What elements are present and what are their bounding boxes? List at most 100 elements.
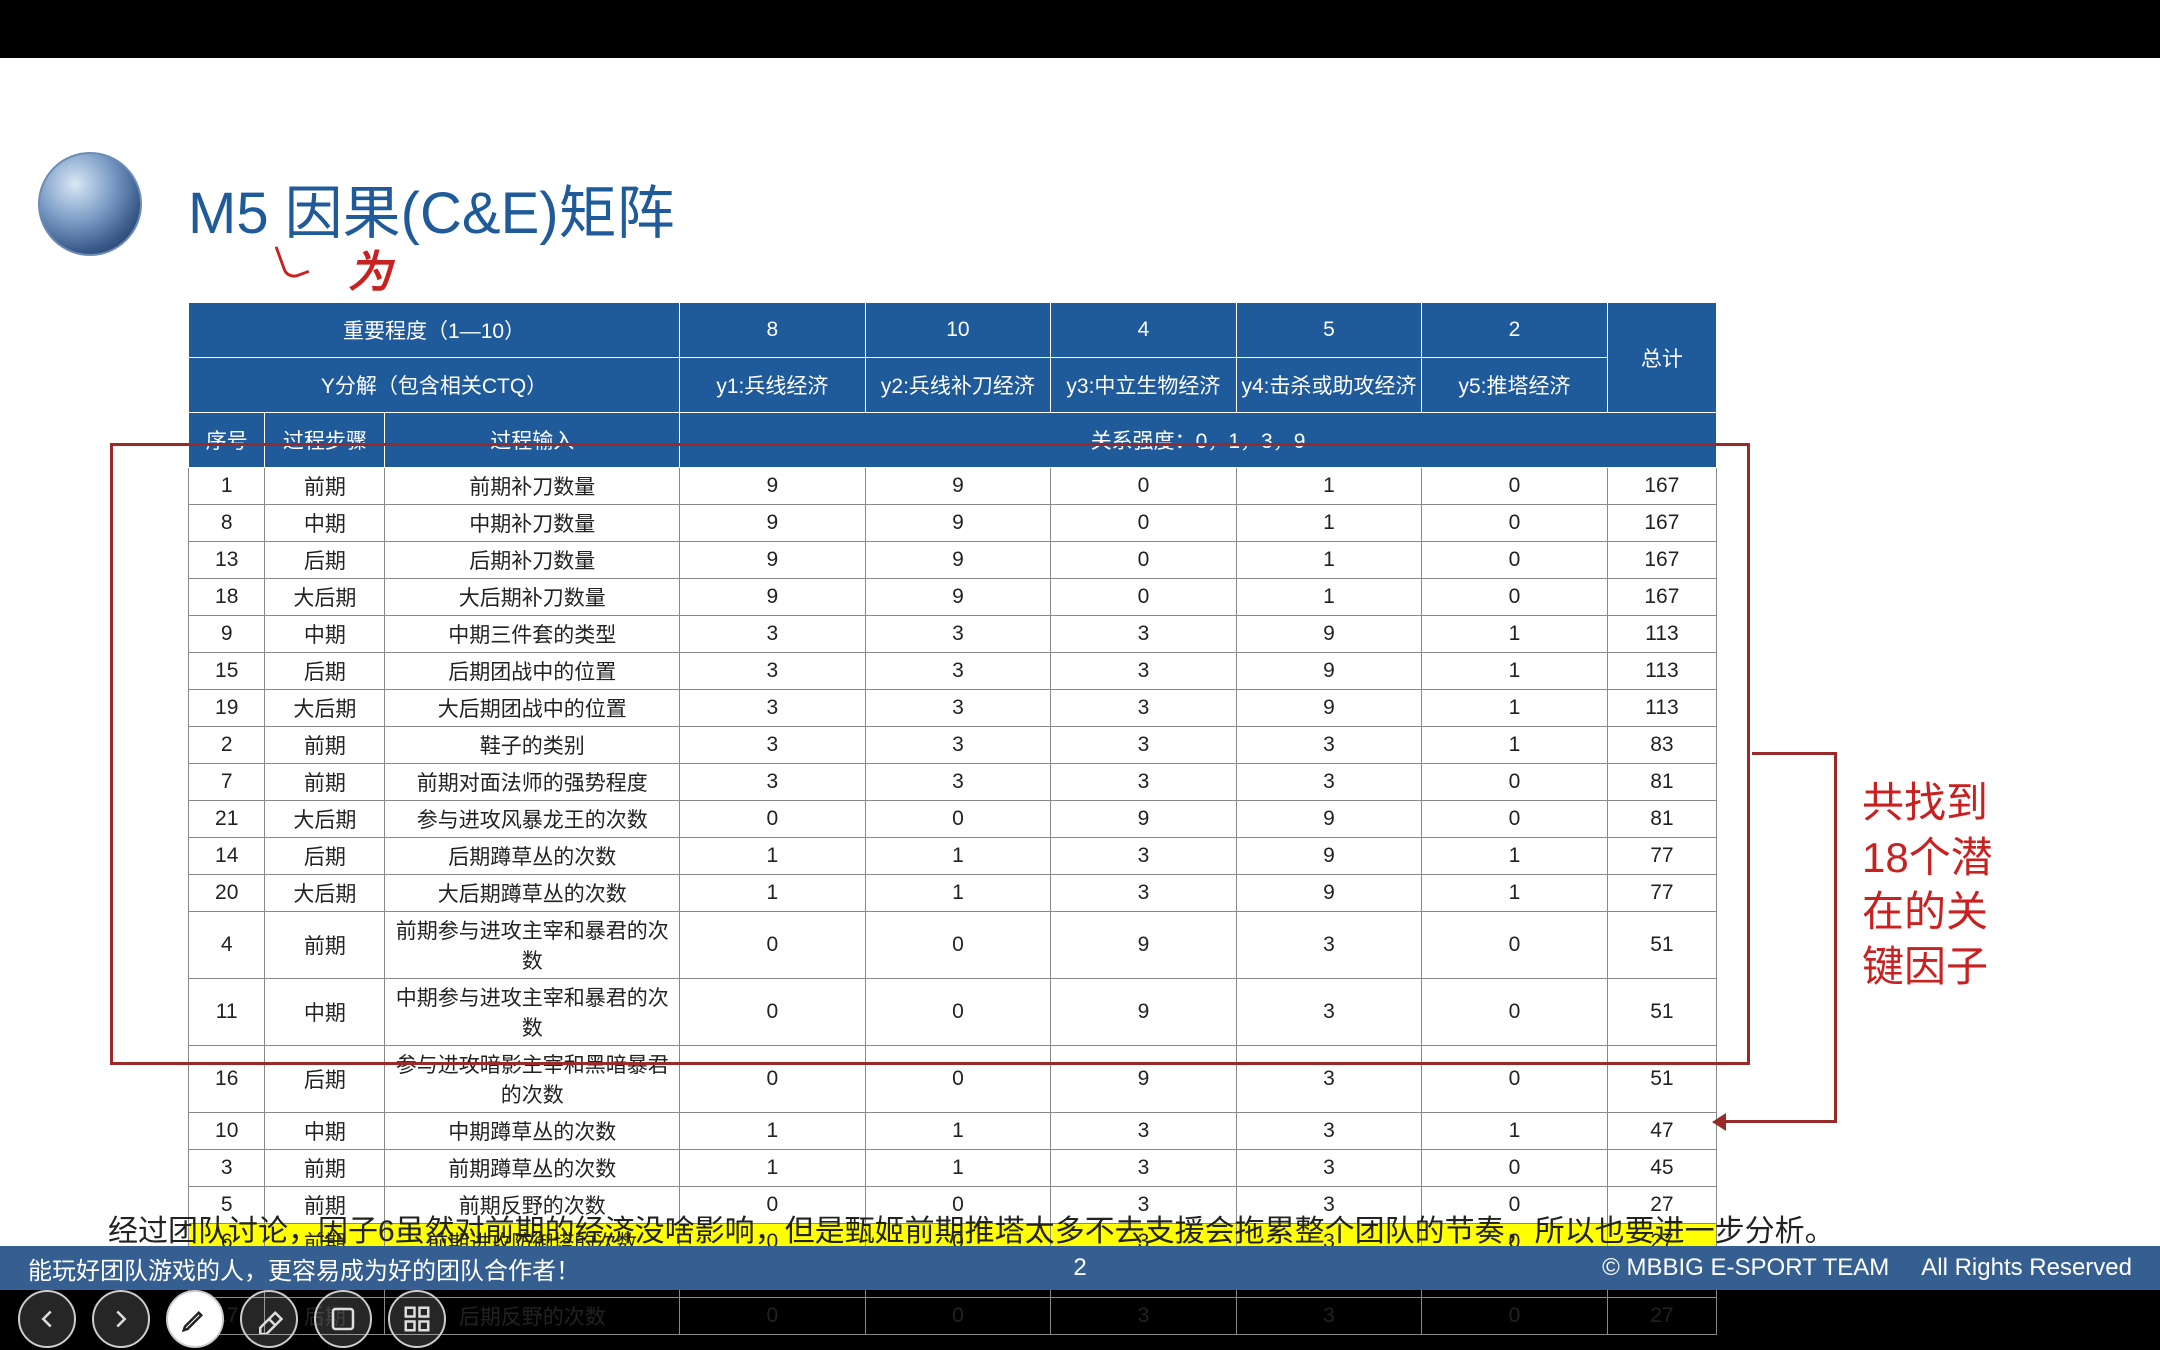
table-cell: 77 (1607, 838, 1716, 875)
slide-footer: 能玩好团队游戏的人，更容易成为好的团队合作者！ 2 © MBBIG E-SPOR… (0, 1246, 2160, 1290)
table-cell: 21 (189, 801, 265, 838)
table-cell: 3 (680, 690, 866, 727)
prev-button[interactable] (18, 1290, 76, 1348)
table-cell: 1 (1422, 653, 1608, 690)
header-y5: y5:推塔经济 (1422, 358, 1608, 413)
table-row: 7前期前期对面法师的强势程度3333081 (189, 764, 1717, 801)
color-button[interactable] (314, 1290, 372, 1348)
table-cell: 中期 (265, 616, 385, 653)
table-cell: 前期对面法师的强势程度 (385, 764, 680, 801)
header-w2: 10 (865, 303, 1051, 358)
table-cell: 中期补刀数量 (385, 505, 680, 542)
table-cell: 后期 (265, 653, 385, 690)
page-title: M5 因果(C&E)矩阵 (188, 166, 675, 250)
eraser-button[interactable] (240, 1290, 298, 1348)
header-y3: y3:中立生物经济 (1051, 358, 1237, 413)
table-cell: 0 (1051, 542, 1237, 579)
table-cell: 3 (680, 616, 866, 653)
table-cell: 中期三件套的类型 (385, 616, 680, 653)
table-cell: 3 (1236, 1150, 1422, 1187)
table-cell: 1 (1422, 727, 1608, 764)
table-cell: 9 (680, 579, 866, 616)
grid-button[interactable] (388, 1290, 446, 1348)
table-cell: 3 (1051, 1150, 1237, 1187)
table-cell: 3 (1051, 690, 1237, 727)
table-cell: 9 (189, 616, 265, 653)
table-cell: 15 (189, 653, 265, 690)
table-cell: 1 (1422, 838, 1608, 875)
table-cell: 0 (680, 1046, 866, 1113)
table-cell: 9 (1051, 801, 1237, 838)
table-cell: 中期参与进攻主宰和暴君的次数 (385, 979, 680, 1046)
table-cell: 0 (1422, 1150, 1608, 1187)
table-cell: 81 (1607, 764, 1716, 801)
table-cell: 18 (189, 579, 265, 616)
table-cell: 7 (189, 764, 265, 801)
header-y-decomp: Y分解（包含相关CTQ） (189, 358, 680, 413)
table-cell: 0 (680, 912, 866, 979)
table-cell: 27 (1607, 1298, 1716, 1335)
table-cell: 大后期补刀数量 (385, 579, 680, 616)
table-cell: 0 (865, 979, 1051, 1046)
header-y4: y4:击杀或助攻经济 (1236, 358, 1422, 413)
table-cell: 81 (1607, 801, 1716, 838)
table-cell: 前期 (265, 764, 385, 801)
avatar (38, 152, 142, 256)
table-cell: 前期参与进攻主宰和暴君的次数 (385, 912, 680, 979)
callout-line-down (1834, 752, 1837, 1123)
table-row: 19大后期大后期团战中的位置33391113 (189, 690, 1717, 727)
footer-right: © MBBIG E-SPORT TEAM All Rights Reserved (1602, 1254, 2132, 1282)
matrix-table: 重要程度（1—10） 8 10 4 5 2 总计 Y分解（包含相关CTQ） y1… (188, 302, 1717, 1335)
table-cell: 1 (1422, 690, 1608, 727)
table-cell: 后期 (265, 838, 385, 875)
table-cell: 14 (189, 838, 265, 875)
table-cell: 0 (1422, 468, 1608, 505)
table-row: 4前期前期参与进攻主宰和暴君的次数0093051 (189, 912, 1717, 979)
pen-button[interactable] (166, 1290, 224, 1348)
next-button[interactable] (92, 1290, 150, 1348)
table-cell: 51 (1607, 912, 1716, 979)
table-cell: 19 (189, 690, 265, 727)
table-cell: 1 (680, 875, 866, 912)
table-cell: 113 (1607, 616, 1716, 653)
table-cell: 1 (1422, 875, 1608, 912)
table-row: 10中期中期蹲草丛的次数1133147 (189, 1113, 1717, 1150)
table-cell: 大后期 (265, 579, 385, 616)
table-cell: 9 (1051, 979, 1237, 1046)
table-cell: 大后期团战中的位置 (385, 690, 680, 727)
table-cell: 0 (1422, 1298, 1608, 1335)
table-cell: 后期蹲草丛的次数 (385, 838, 680, 875)
table-cell: 前期 (265, 727, 385, 764)
table-cell: 后期团战中的位置 (385, 653, 680, 690)
table-cell: 20 (189, 875, 265, 912)
table-row: 15后期后期团战中的位置33391113 (189, 653, 1717, 690)
header-w4: 5 (1236, 303, 1422, 358)
table-cell: 前期补刀数量 (385, 468, 680, 505)
table-cell: 1 (865, 1113, 1051, 1150)
table-cell: 中期 (265, 505, 385, 542)
table-cell: 大后期 (265, 801, 385, 838)
table-cell: 9 (865, 468, 1051, 505)
table-cell: 0 (1051, 505, 1237, 542)
handwriting-annotation: 为 (348, 236, 392, 300)
table-cell: 3 (680, 727, 866, 764)
table-cell: 3 (1236, 1113, 1422, 1150)
table-cell: 9 (1236, 801, 1422, 838)
slide: M5 因果(C&E)矩阵 为 重要程度（1—10） 8 10 4 5 2 总计 … (0, 58, 2160, 1290)
table-cell: 1 (1236, 579, 1422, 616)
table-cell: 9 (1051, 912, 1237, 979)
table-cell: 167 (1607, 505, 1716, 542)
table-cell: 0 (1422, 764, 1608, 801)
table-row: 9中期中期三件套的类型33391113 (189, 616, 1717, 653)
table-cell: 0 (865, 912, 1051, 979)
table-cell: 9 (680, 505, 866, 542)
side-note: 共找到18个潜在的关键因子 (1862, 776, 2022, 994)
table-cell: 167 (1607, 468, 1716, 505)
table-row: 18大后期大后期补刀数量99010167 (189, 579, 1717, 616)
table-cell: 9 (1236, 690, 1422, 727)
table-cell: 0 (1422, 505, 1608, 542)
table-cell: 77 (1607, 875, 1716, 912)
table-cell: 后期 (265, 1046, 385, 1113)
callout-line (1752, 752, 1834, 755)
table-cell: 3 (1051, 616, 1237, 653)
